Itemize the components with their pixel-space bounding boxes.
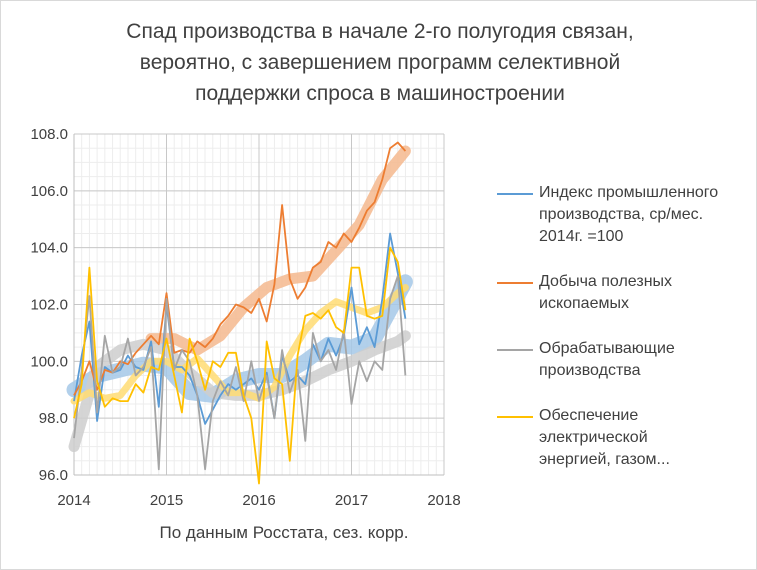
chart-legend: Индекс промышленного производства, ср/ме… xyxy=(497,182,737,494)
series-line-mining xyxy=(73,141,407,396)
y-tick-label: 106.0 xyxy=(30,183,68,200)
y-tick-label: 100.0 xyxy=(30,353,68,370)
chart-title-line-3: поддержки спроса в машиностроении xyxy=(195,82,565,105)
legend-swatch-mining xyxy=(497,282,533,284)
y-tick-label: 104.0 xyxy=(30,240,68,257)
y-tick-label: 102.0 xyxy=(30,297,68,314)
legend-label-line: производства, ср/мес. xyxy=(539,206,704,223)
series-line-manufacturing xyxy=(73,275,407,471)
legend-item-industrial-index: Индекс промышленного производства, ср/ме… xyxy=(497,182,737,248)
legend-item-energy: Обеспечение электрической энергией, газо… xyxy=(497,405,737,471)
y-tick-label: 96.0 xyxy=(39,467,68,484)
legend-label-line: Обрабатывающие xyxy=(539,340,675,357)
x-tick-label: 2016 xyxy=(242,492,275,509)
y-tick-label: 98.0 xyxy=(39,410,68,427)
legend-label-line: Обеспечение xyxy=(539,407,639,424)
x-axis-title: По данным Росстата, сез. корр. xyxy=(160,523,409,542)
legend-swatch-industrial-index xyxy=(497,193,533,195)
legend-label-line: 2014г. =100 xyxy=(539,228,624,245)
chart-title-line-2: вероятно, с завершением программ селекти… xyxy=(139,51,621,74)
legend-swatch-energy xyxy=(497,416,533,418)
legend-item-mining: Добыча полезных ископаемых xyxy=(497,271,737,315)
chart-title-line-1: Спад производства в начале 2-го полугоди… xyxy=(126,20,634,43)
y-tick-label: 108.0 xyxy=(30,126,68,143)
chart-title: Спад производства в начале 2-го полугоди… xyxy=(60,16,700,109)
legend-item-manufacturing: Обрабатывающие производства xyxy=(497,338,737,382)
x-tick-label: 2017 xyxy=(335,492,368,509)
legend-swatch-manufacturing xyxy=(497,349,533,351)
series-line-energy xyxy=(73,246,407,485)
legend-label-line: энергией, газом... xyxy=(539,451,670,468)
legend-label-line: Добыча полезных xyxy=(539,273,673,290)
x-tick-label: 2014 xyxy=(57,492,90,509)
legend-label-line: электрической xyxy=(539,429,648,446)
legend-label-line: Индекс промышленного xyxy=(539,184,719,201)
legend-label-line: ископаемых xyxy=(539,295,629,312)
x-tick-label: 2018 xyxy=(427,492,460,509)
legend-label-line: производства xyxy=(539,362,641,379)
x-tick-label: 2015 xyxy=(150,492,183,509)
